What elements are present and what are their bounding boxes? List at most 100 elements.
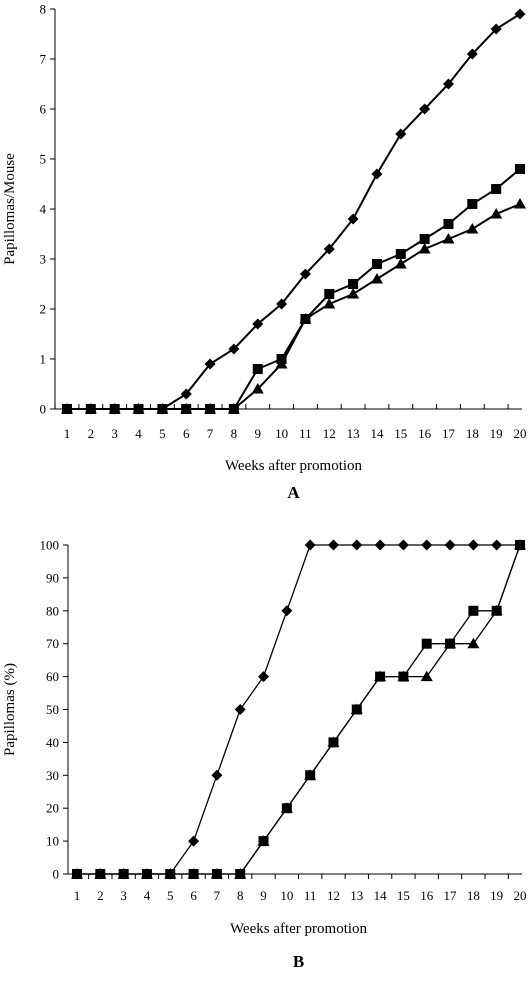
chart-a-x-tick-label: 1 bbox=[64, 426, 71, 441]
chart-a-diamond-marker bbox=[252, 318, 264, 330]
chart-a-square-marker bbox=[348, 279, 359, 289]
chart-b-diamond-marker bbox=[491, 539, 503, 551]
chart-b-x-tick-label: 10 bbox=[280, 888, 293, 903]
chart-a-diamond-marker bbox=[514, 8, 526, 20]
chart-a-diamond-marker bbox=[395, 128, 407, 140]
chart-b-triangle-marker bbox=[420, 670, 433, 682]
chart-b-triangle-marker bbox=[467, 637, 480, 649]
chart-a-x-tick-label: 13 bbox=[347, 426, 360, 441]
chart-b-square-marker bbox=[468, 605, 479, 616]
chart-a-y-tick-label: 3 bbox=[40, 252, 47, 267]
chart-a-diamond-marker bbox=[299, 268, 311, 280]
chart-b-series-diamond-line bbox=[77, 544, 520, 875]
chart-a-y-tick-label: 7 bbox=[40, 52, 47, 67]
chart-b-square-marker bbox=[328, 737, 339, 748]
chart-a-diamond-marker bbox=[371, 168, 383, 180]
chart-b-square-marker bbox=[165, 869, 176, 879]
chart-a-triangle-marker bbox=[394, 258, 407, 269]
chart-b-diamond-marker bbox=[211, 769, 223, 781]
chart-b-x-tick-label: 15 bbox=[397, 888, 410, 903]
chart-a-triangle-marker bbox=[275, 358, 288, 369]
chart-a-triangle-marker bbox=[418, 243, 431, 254]
chart-a-triangle-marker bbox=[370, 273, 383, 284]
chart-b-x-tick-label: 17 bbox=[444, 888, 458, 903]
chart-a-x-tick-label: 20 bbox=[514, 426, 527, 441]
chart-b-y-tick-label: 10 bbox=[46, 834, 59, 849]
chart-a-panel-label: A bbox=[287, 483, 300, 502]
chart-b-diamond-marker bbox=[258, 671, 270, 683]
chart-a-x-tick-label: 10 bbox=[275, 426, 288, 441]
chart-b-x-tick-label: 9 bbox=[260, 888, 267, 903]
chart-b-y-tick-label: 80 bbox=[46, 603, 59, 618]
chart-a-y-tick-label: 4 bbox=[40, 202, 47, 217]
chart-b-square-marker bbox=[491, 605, 502, 616]
chart-a-triangle-marker bbox=[514, 198, 526, 209]
chart-a-diamond-marker bbox=[323, 243, 335, 255]
chart-b-square-marker bbox=[351, 704, 362, 715]
chart-a-diamond-marker bbox=[180, 388, 192, 400]
chart-b-y-tick-label: 20 bbox=[46, 801, 59, 816]
chart-a-triangle-marker bbox=[132, 403, 145, 414]
chart-b-x-axis-title: Weeks after promotion bbox=[230, 921, 368, 937]
chart-a-y-tick-label: 5 bbox=[40, 152, 47, 167]
chart-b-y-tick-label: 100 bbox=[40, 538, 60, 553]
chart-a-x-tick-label: 18 bbox=[466, 426, 479, 441]
chart-a-y-tick-label: 1 bbox=[40, 352, 47, 367]
chart-b-square-marker bbox=[211, 869, 222, 879]
chart-a-x-tick-label: 12 bbox=[323, 426, 336, 441]
chart-b-y-tick-label: 40 bbox=[46, 735, 59, 750]
chart-b-square-marker bbox=[141, 869, 152, 879]
chart-a-triangle-marker bbox=[227, 403, 240, 414]
chart-b-x-tick-label: 14 bbox=[374, 888, 388, 903]
chart-a-triangle-marker bbox=[156, 403, 169, 414]
chart-b-diamond-marker bbox=[234, 704, 246, 715]
chart-a-x-tick-label: 11 bbox=[299, 426, 312, 441]
chart-b-y-tick-label: 50 bbox=[46, 702, 59, 717]
chart-b-x-tick-label: 16 bbox=[420, 888, 434, 903]
chart-b-y-tick-label: 70 bbox=[46, 636, 59, 651]
chart-a-x-tick-label: 5 bbox=[159, 426, 166, 441]
chart-a-series-triangle bbox=[61, 198, 526, 414]
chart-a-x-tick-label: 2 bbox=[88, 426, 95, 441]
chart-a-y-tick-label: 6 bbox=[40, 102, 47, 117]
chart-a-diamond-marker bbox=[466, 48, 478, 60]
chart-a-square-marker bbox=[252, 364, 263, 374]
chart-a-diamond-marker bbox=[276, 298, 288, 310]
chart-a-diamond-marker bbox=[347, 213, 359, 225]
chart-b-square-marker bbox=[398, 671, 409, 682]
chart-a-square-marker bbox=[419, 234, 430, 244]
chart-b-square-marker bbox=[258, 836, 269, 847]
chart-a-x-tick-label: 8 bbox=[231, 426, 238, 441]
chart-a-diamond-marker bbox=[228, 343, 240, 355]
chart-a-diamond-marker bbox=[490, 23, 502, 35]
chart-b-x-tick-label: 19 bbox=[490, 888, 503, 903]
chart-a-x-tick-label: 17 bbox=[442, 426, 456, 441]
chart-a-y-tick-label: 0 bbox=[40, 402, 47, 417]
chart-b-diamond-marker bbox=[397, 539, 409, 551]
chart-b-x-tick-label: 12 bbox=[327, 888, 340, 903]
chart-b-y-axis-title: Papillomas (%) bbox=[2, 663, 18, 756]
chart-b-square-marker bbox=[281, 803, 292, 814]
chart-a-triangle-marker bbox=[180, 403, 193, 414]
chart-a-y-axis-title: Papillomas/Mouse bbox=[2, 153, 18, 265]
chart-a-square-marker bbox=[467, 199, 478, 209]
chart-b-square-marker bbox=[515, 540, 525, 550]
chart-b-y-tick-label: 30 bbox=[46, 768, 59, 783]
chart-b-diamond-marker bbox=[467, 539, 479, 551]
chart-b-square-marker bbox=[305, 770, 316, 781]
chart-b-square-marker bbox=[375, 671, 386, 682]
chart-b-diamond-marker bbox=[188, 835, 200, 847]
chart-b-x-tick-label: 3 bbox=[120, 888, 127, 903]
chart-a-square-marker bbox=[515, 164, 525, 174]
chart-a-diamond-marker bbox=[204, 358, 216, 370]
chart-b-diamond-marker bbox=[444, 539, 456, 551]
chart-a-diamond-marker bbox=[442, 78, 454, 90]
chart-b-diamond-marker bbox=[421, 539, 433, 551]
chart-b-x-tick-label: 4 bbox=[144, 888, 151, 903]
chart-b-x-tick-label: 7 bbox=[214, 888, 221, 903]
chart-a-triangle-marker bbox=[251, 383, 264, 394]
chart-b-axis-lines bbox=[67, 545, 522, 875]
chart-b-diamond-marker bbox=[351, 539, 363, 551]
